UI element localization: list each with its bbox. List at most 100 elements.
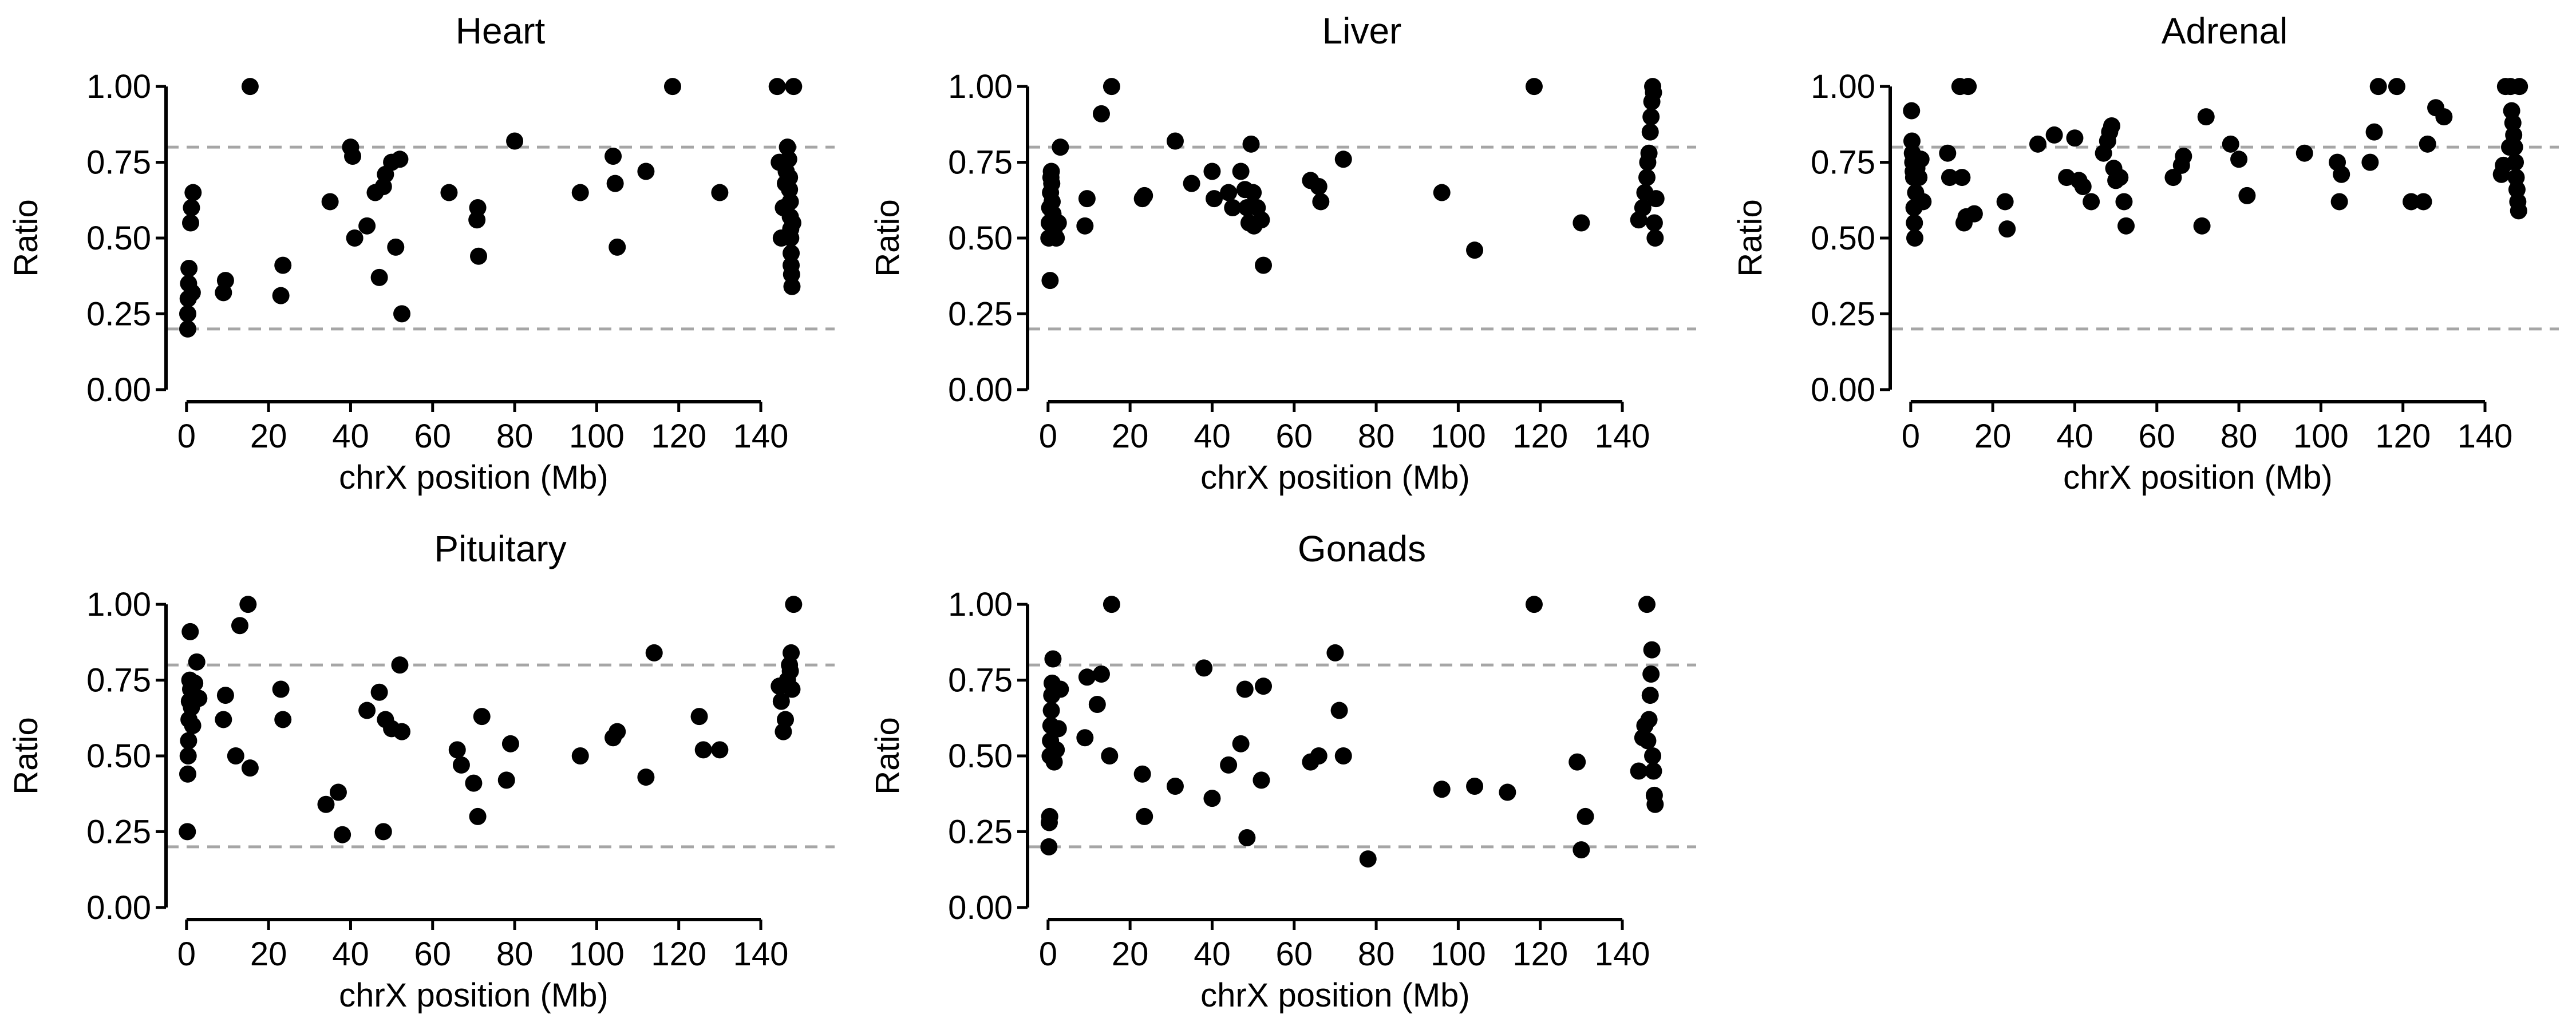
data-point: [1253, 211, 1270, 229]
data-point: [1359, 850, 1377, 868]
data-point: [1646, 795, 1664, 813]
data-point: [1043, 175, 1061, 192]
panel-liver: Liver 0 20 40 60 80 100 120 140 0.00 0.25 0.50 0.75…: [869, 10, 1696, 496]
x-tick-label: 80: [496, 418, 534, 455]
data-point: [370, 683, 388, 701]
data-point: [1642, 108, 1660, 126]
data-point: [452, 756, 470, 774]
x-tick-label: 0: [177, 418, 196, 455]
data-point: [1577, 807, 1594, 825]
data-point: [1996, 193, 2014, 211]
x-tick-label: 80: [496, 936, 534, 973]
data-point: [1573, 841, 1590, 859]
y-tick-label: 1.00: [948, 586, 1013, 623]
data-point: [1645, 214, 1663, 232]
data-point: [374, 823, 392, 841]
data-point: [227, 747, 244, 764]
data-point: [1224, 199, 1242, 217]
x-tick-label: 100: [2293, 418, 2349, 455]
data-point: [2115, 193, 2133, 211]
y-tick-label: 0.50: [86, 738, 151, 775]
data-point: [1255, 678, 1273, 695]
data-point: [317, 795, 335, 813]
plot-area: 0 20 40 60 80 100 120 140 0.00 0.25 0.50 0.75 1.00: [1811, 68, 2559, 455]
data-point: [334, 826, 351, 843]
data-point: [777, 711, 795, 728]
x-tick-label: 0: [1902, 418, 1920, 455]
data-point: [783, 244, 800, 262]
data-point: [239, 596, 257, 613]
x-tick-label: 20: [250, 936, 287, 973]
data-point: [2045, 126, 2063, 144]
x-tick-label: 60: [1276, 418, 1313, 455]
x-tick-label: 140: [733, 936, 789, 973]
data-point: [1906, 229, 1923, 247]
panel-title: Pituitary: [434, 528, 566, 569]
data-point: [190, 690, 208, 707]
data-point: [1041, 807, 1058, 825]
data-point: [694, 741, 712, 759]
panel-title: Liver: [1322, 10, 1402, 52]
data-point: [188, 653, 206, 671]
x-tick-label: 120: [651, 418, 706, 455]
data-point: [1433, 184, 1451, 201]
data-point: [2403, 193, 2420, 211]
data-point: [2103, 117, 2120, 135]
data-point: [1203, 790, 1221, 807]
data-point: [1433, 781, 1451, 798]
data-point: [344, 148, 362, 165]
data-point: [781, 662, 799, 680]
data-point: [1255, 256, 1273, 274]
x-tick-label: 100: [1431, 936, 1486, 973]
data-point: [1220, 184, 1238, 201]
data-point: [571, 184, 589, 201]
data-point: [1310, 747, 1327, 764]
x-tick-label: 0: [177, 936, 196, 973]
panel-title: Gonads: [1298, 528, 1426, 569]
data-point: [1912, 150, 1930, 168]
y-tick-label: 0.75: [1811, 144, 1875, 181]
y-tick-label: 1.00: [948, 68, 1013, 105]
y-axis-title: Ratio: [869, 199, 906, 276]
data-point: [1220, 756, 1238, 774]
data-point: [358, 702, 376, 719]
x-tick-label: 120: [651, 936, 706, 973]
x-tick-label: 140: [2458, 418, 2513, 455]
data-point: [2388, 78, 2405, 96]
data-point: [2296, 144, 2313, 162]
data-point: [1639, 732, 1657, 750]
x-tick-label: 20: [1974, 418, 2012, 455]
data-point: [1959, 78, 1977, 96]
data-point: [497, 771, 515, 789]
data-point: [1998, 220, 2016, 238]
data-point: [2193, 217, 2211, 235]
data-point: [783, 278, 801, 295]
data-point: [2369, 78, 2387, 96]
data-point: [1078, 668, 1096, 686]
data-point: [1048, 741, 1065, 759]
data-point: [1136, 807, 1153, 825]
y-axis-title: Ratio: [7, 199, 45, 276]
data-point: [1166, 132, 1184, 150]
y-tick-label: 0.25: [948, 295, 1013, 332]
data-point: [2111, 169, 2129, 187]
x-axis-title: chrX position (Mb): [1200, 459, 1470, 496]
data-point: [272, 287, 290, 304]
data-point: [1334, 747, 1352, 764]
data-point: [1568, 753, 1586, 771]
y-tick-label: 0.00: [86, 889, 151, 926]
data-point: [231, 617, 248, 635]
data-point: [272, 680, 290, 698]
data-point: [2330, 193, 2348, 211]
data-point: [772, 692, 790, 710]
data-point: [1644, 747, 1662, 764]
data-point: [2435, 108, 2453, 126]
data-point: [1640, 144, 1658, 162]
x-tick-label: 40: [1194, 936, 1231, 973]
data-point: [2238, 187, 2256, 204]
data-point: [180, 259, 198, 277]
y-tick-label: 0.75: [948, 662, 1013, 699]
data-point: [1630, 762, 1647, 780]
data-point: [1326, 644, 1344, 661]
data-point: [179, 305, 196, 323]
